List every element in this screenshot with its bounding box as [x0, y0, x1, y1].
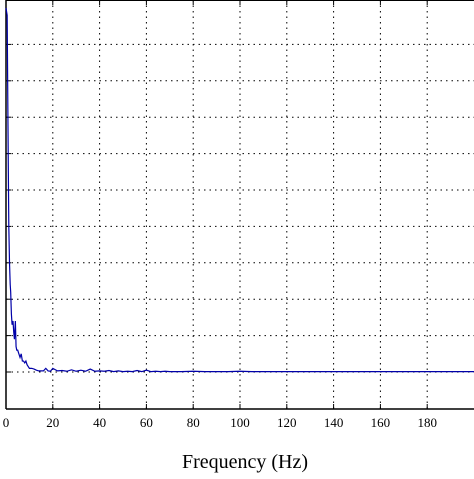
tick-labels-layer: 0 20 40 60 80 100 120 140 160 180	[3, 415, 437, 430]
x-tick-label-160: 160	[371, 415, 391, 430]
axes-layer	[5, 0, 474, 410]
series-line-0	[5, 7, 474, 373]
grid-layer	[6, 0, 474, 409]
x-tick-label-60: 60	[140, 415, 153, 430]
x-tick-label-0: 0	[3, 415, 10, 430]
x-tick-label-20: 20	[46, 415, 59, 430]
x-tick-label-40: 40	[93, 415, 106, 430]
x-tick-label-100: 100	[230, 415, 250, 430]
x-tick-label-80: 80	[187, 415, 200, 430]
x-tick-label-180: 180	[417, 415, 437, 430]
x-axis-title: Frequency (Hz)	[182, 451, 308, 473]
x-tick-label-120: 120	[277, 415, 297, 430]
series-layer	[5, 7, 474, 373]
x-tick-label-140: 140	[324, 415, 344, 430]
